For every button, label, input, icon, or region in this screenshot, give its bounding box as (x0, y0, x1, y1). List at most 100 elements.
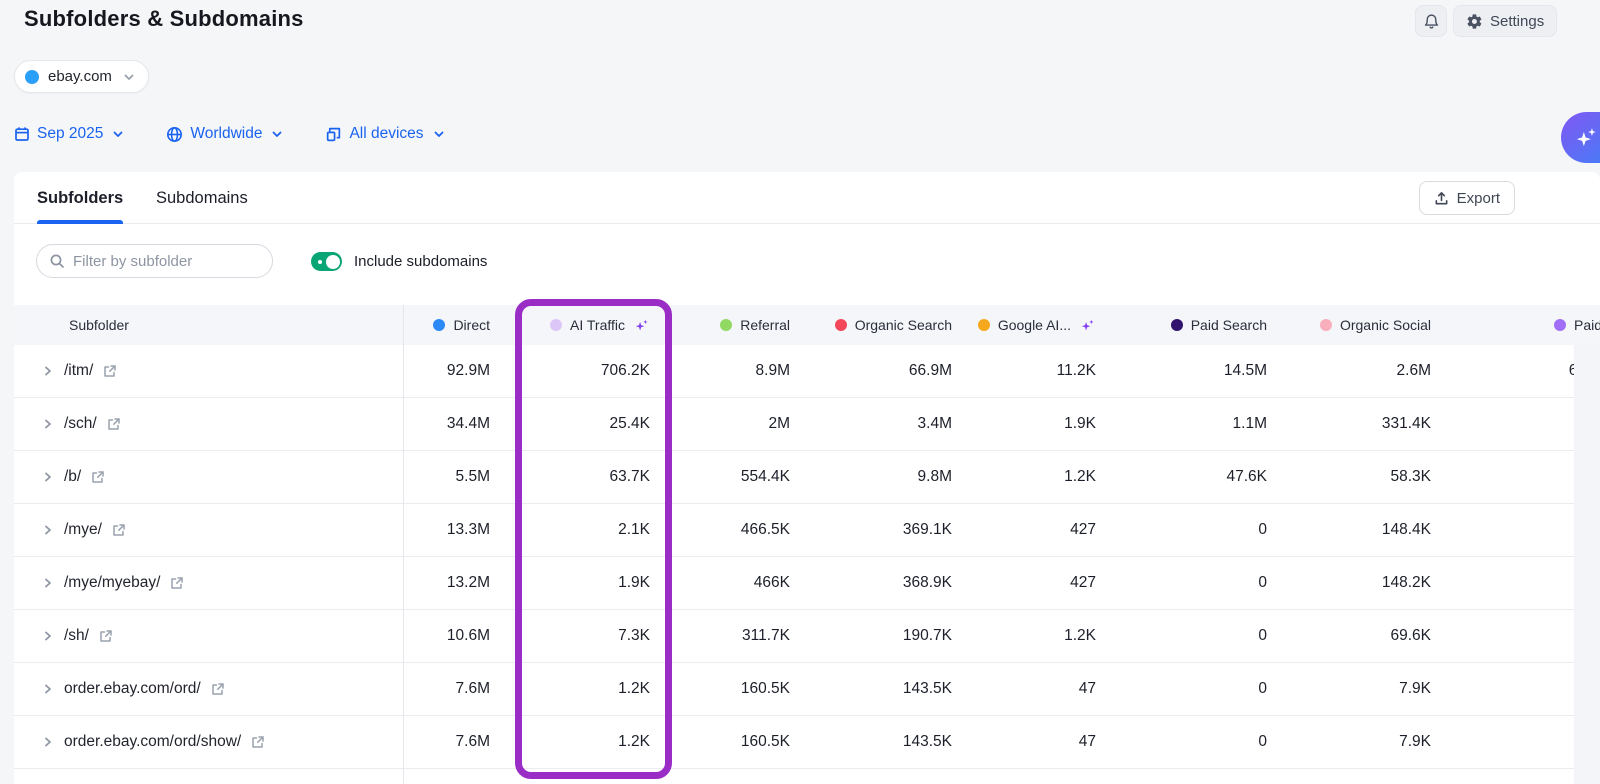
subfolder-link[interactable]: /b/ (64, 468, 82, 485)
export-button[interactable]: Export (1418, 181, 1515, 215)
region-filter-label: Worldwide (190, 125, 263, 142)
value-cell: 58.3K (1390, 468, 1431, 485)
settings-button[interactable]: Settings (1453, 5, 1558, 37)
legend-dot-icon (550, 319, 563, 331)
column-label: Referral (740, 317, 790, 333)
value-cell: 148.2K (1381, 574, 1431, 591)
scroll-gutter (1574, 345, 1600, 784)
traffic-table: Subfolder Direct AI Traffic Referral Organi… (14, 299, 1600, 784)
expand-chevron-icon[interactable] (42, 577, 54, 589)
tab-subdomains[interactable]: Subdomains (156, 188, 248, 207)
include-subdomains-toggle[interactable] (311, 252, 342, 271)
external-link-icon[interactable] (251, 735, 265, 749)
ai-assistant-fab[interactable] (1561, 112, 1600, 163)
value-cell: 25.4K (609, 415, 650, 432)
column-header-subfolder[interactable]: Subfolder (69, 317, 129, 333)
value-cell: 7.3K (618, 627, 650, 644)
subfolder-cell: order.ebay.com/ord/ (14, 680, 403, 698)
expand-chevron-icon[interactable] (42, 683, 54, 695)
value-cell: 63.7K (609, 468, 650, 485)
column-label: Organic Search (854, 317, 952, 333)
column-header-direct[interactable]: Direct (403, 317, 504, 333)
export-icon (1434, 191, 1449, 206)
value-cell: 10.6M (446, 627, 490, 644)
value-cell: 3.4M (917, 415, 952, 432)
subfolder-link[interactable]: /sch/ (64, 415, 97, 432)
domain-selector[interactable]: ebay.com (14, 60, 149, 93)
devices-filter[interactable]: All devices (325, 125, 444, 143)
value-cell: 1.1M (1232, 415, 1267, 432)
value-cell: 2M (768, 415, 790, 432)
column-label: Organic Social (1339, 317, 1431, 333)
value-cell: 0 (1258, 680, 1267, 697)
value-cell: 7.9K (1399, 733, 1431, 750)
expand-chevron-icon[interactable] (42, 471, 54, 483)
subfolder-link[interactable]: /itm/ (64, 362, 94, 379)
column-header-organic-search[interactable]: Organic Search (804, 317, 966, 333)
expand-chevron-icon[interactable] (42, 736, 54, 748)
value-cell: 1.2K (1064, 627, 1096, 644)
value-cell: 47.6K (1226, 468, 1267, 485)
column-header-paid-search[interactable]: Paid Search (1110, 317, 1281, 333)
value-cell: 8.9M (755, 362, 790, 379)
subfolder-link[interactable]: order.ebay.com/ord/ (64, 680, 201, 697)
value-cell: 9.8M (917, 468, 952, 485)
value-cell: 1.2K (618, 733, 650, 750)
value-cell: 0 (1258, 733, 1267, 750)
column-header-referral[interactable]: Referral (664, 317, 804, 333)
value-cell: 369.1K (902, 521, 952, 538)
external-link-icon[interactable] (91, 470, 105, 484)
value-cell: 190.7K (902, 627, 952, 644)
external-link-icon[interactable] (211, 682, 225, 696)
table-body: /itm/92.9M 706.2K 8.9M 66.9M 11.2K 14.5M 2.6M 6… (14, 345, 1600, 769)
column-header-ai-traffic[interactable]: AI Traffic (504, 317, 664, 334)
region-filter[interactable]: Worldwide (166, 125, 283, 143)
ai-sparkle-icon (633, 317, 650, 334)
subfolder-filter-input[interactable] (36, 244, 273, 278)
external-link-icon[interactable] (99, 629, 113, 643)
value-cell: 311.7K (742, 627, 790, 644)
value-cell: 66.9M (908, 362, 952, 379)
subfolder-cell: /b/ (14, 468, 403, 486)
subfolder-cell: /itm/ (14, 362, 403, 380)
date-filter[interactable]: Sep 2025 (14, 125, 124, 143)
subfolder-link[interactable]: /sh/ (64, 627, 89, 644)
expand-chevron-icon[interactable] (42, 418, 54, 430)
column-label: Direct (453, 317, 490, 333)
subfolder-link[interactable]: /mye/myebay/ (64, 574, 161, 591)
legend-dot-icon (977, 319, 990, 331)
subfolder-cell: /sh/ (14, 627, 403, 645)
external-link-icon[interactable] (107, 417, 121, 431)
report-card: Subfolders Subdomains Export Include sub… (14, 172, 1600, 784)
column-header-organic-social[interactable]: Organic Social (1281, 317, 1445, 333)
column-header-paid[interactable]: Paid (1445, 317, 1600, 333)
value-cell: 2.6M (1396, 362, 1431, 379)
external-link-icon[interactable] (112, 523, 126, 537)
column-label: Paid Search (1190, 317, 1267, 333)
page-title: Subfolders & Subdomains (24, 6, 304, 31)
legend-dot-icon (1319, 319, 1332, 331)
chevron-down-icon (123, 71, 135, 83)
expand-chevron-icon[interactable] (42, 524, 54, 536)
subfolder-link[interactable]: /mye/ (64, 521, 102, 538)
value-cell: 706.2K (600, 362, 650, 379)
column-header-google-ai[interactable]: Google AI... (966, 317, 1110, 334)
value-cell: 427 (1070, 574, 1096, 591)
subfolder-cell: order.ebay.com/ord/show/ (14, 733, 403, 751)
date-filter-label: Sep 2025 (37, 125, 104, 142)
external-link-icon[interactable] (103, 364, 117, 378)
value-cell: 69.6K (1390, 627, 1431, 644)
expand-chevron-icon[interactable] (42, 365, 54, 377)
tab-subfolders[interactable]: Subfolders (37, 172, 124, 224)
subfolder-link[interactable]: order.ebay.com/ord/show/ (64, 733, 242, 750)
notifications-button[interactable] (1415, 5, 1447, 37)
value-cell: 160.5K (740, 733, 790, 750)
chevron-down-icon (271, 128, 283, 140)
value-cell: 0 (1258, 627, 1267, 644)
subfolder-cell: /mye/myebay/ (14, 574, 403, 592)
devices-icon (325, 126, 342, 143)
external-link-icon[interactable] (170, 576, 184, 590)
expand-chevron-icon[interactable] (42, 630, 54, 642)
legend-dot-icon (1170, 319, 1183, 331)
